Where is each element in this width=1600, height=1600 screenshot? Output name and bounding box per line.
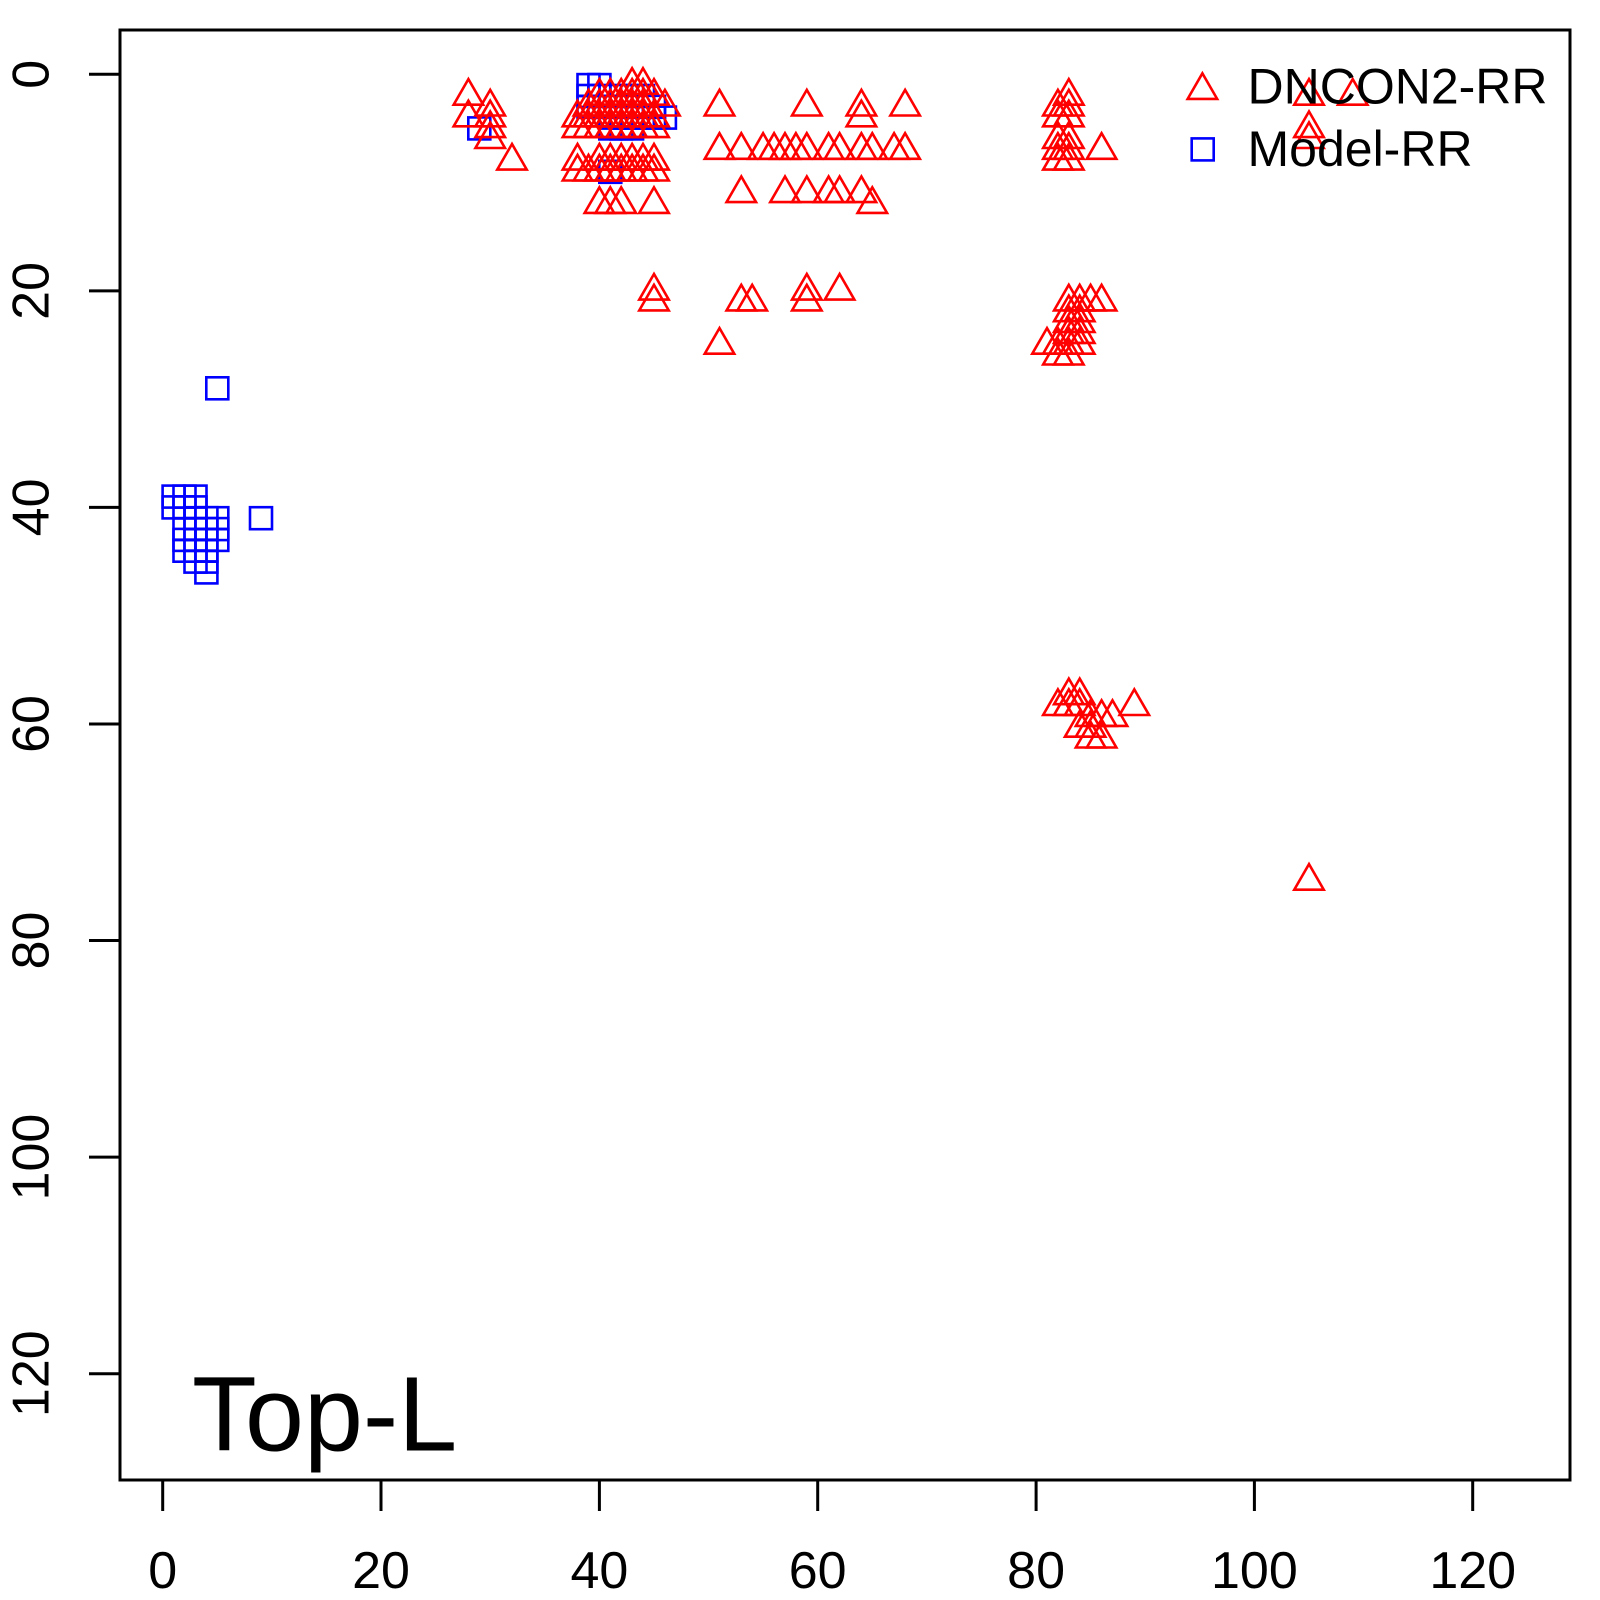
svg-text:100: 100	[3, 1114, 61, 1201]
svg-text:100: 100	[1211, 1542, 1298, 1600]
svg-text:120: 120	[1429, 1542, 1516, 1600]
svg-text:Top-L: Top-L	[192, 1356, 457, 1474]
svg-text:0: 0	[148, 1542, 177, 1600]
svg-text:60: 60	[789, 1542, 847, 1600]
svg-text:20: 20	[352, 1542, 410, 1600]
svg-text:0: 0	[3, 60, 61, 89]
svg-text:Model-RR: Model-RR	[1248, 121, 1473, 177]
svg-text:40: 40	[3, 478, 61, 536]
svg-text:40: 40	[570, 1542, 628, 1600]
svg-text:DNCON2-RR: DNCON2-RR	[1248, 58, 1548, 114]
svg-text:20: 20	[3, 262, 61, 320]
svg-text:120: 120	[3, 1330, 61, 1417]
svg-text:60: 60	[3, 695, 61, 753]
svg-text:80: 80	[3, 912, 61, 970]
svg-text:80: 80	[1007, 1542, 1065, 1600]
